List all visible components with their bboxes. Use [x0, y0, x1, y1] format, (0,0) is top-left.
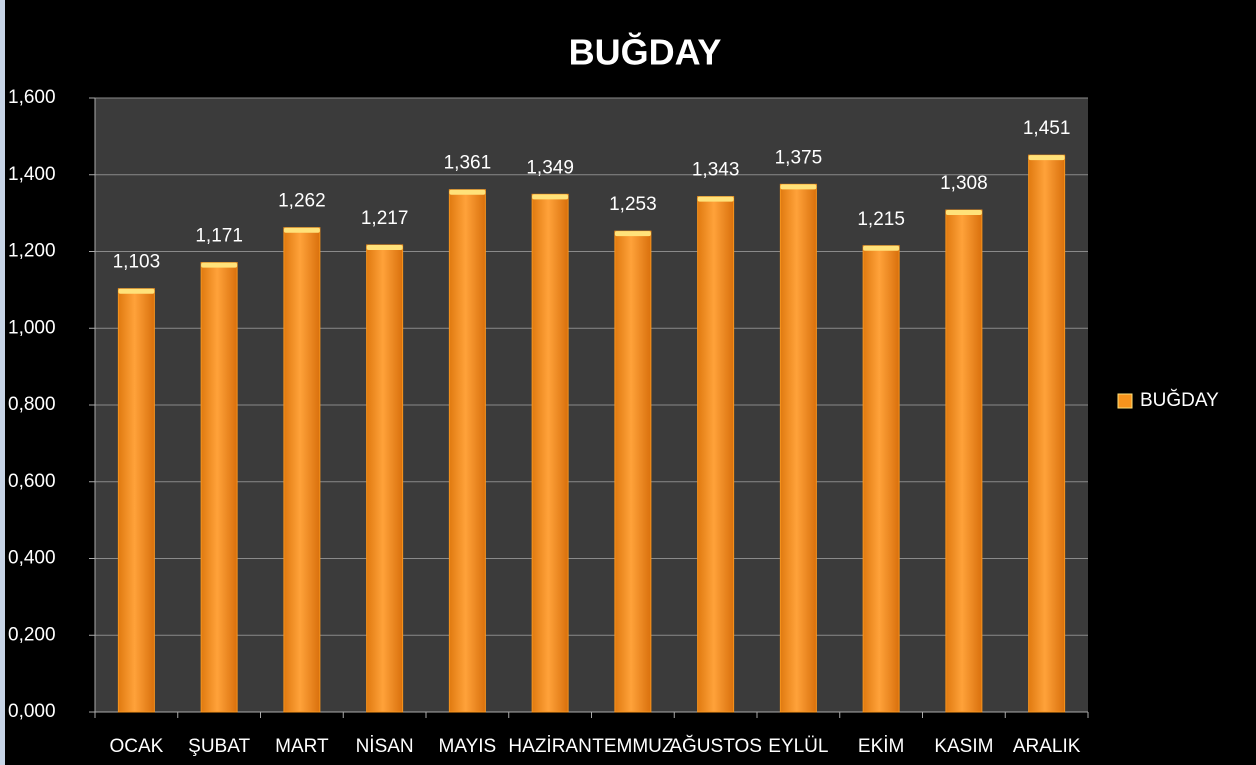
x-tick-label: KASIM: [934, 736, 993, 757]
data-label: 1,308: [940, 173, 988, 194]
x-tick-label: OCAK: [109, 736, 163, 757]
bar-cap: [532, 194, 569, 200]
x-tick-label: HAZİRAN: [508, 736, 591, 757]
bar-cap: [780, 184, 817, 190]
x-tick-label: NİSAN: [356, 736, 414, 757]
data-label: 1,361: [444, 153, 492, 174]
x-tick-label: MART: [275, 736, 329, 757]
y-tick-label: 0,200: [8, 624, 56, 645]
data-label: 1,103: [113, 252, 161, 273]
data-label: 1,349: [526, 157, 574, 178]
x-tick-label: TEMMUZ: [592, 736, 674, 757]
data-label: 1,262: [278, 191, 326, 212]
y-tick-label: 0,600: [8, 471, 56, 492]
frame-edge: [0, 0, 5, 765]
legend-label: BUĞDAY: [1140, 389, 1219, 411]
bar-cap: [449, 189, 486, 195]
bar: [200, 262, 238, 713]
chart-title: BUĞDAY: [569, 32, 722, 73]
y-tick-label: 1,400: [8, 164, 56, 185]
data-label: 1,375: [775, 147, 823, 168]
y-tick-label: 1,000: [8, 317, 56, 338]
data-label: 1,171: [195, 226, 243, 247]
bar: [779, 183, 817, 713]
bar-cap: [697, 196, 734, 202]
bar-cap: [366, 244, 403, 250]
bar: [366, 244, 404, 713]
bar: [117, 288, 155, 713]
bar-cap: [201, 262, 238, 268]
bar: [614, 230, 652, 713]
x-tick-label: AĞUSTOS: [669, 735, 762, 757]
x-tick-label: ARALIK: [1013, 736, 1081, 757]
x-tick-label: MAYIS: [439, 736, 497, 757]
y-tick-label: 0,400: [8, 548, 56, 569]
y-tick-label: 1,200: [8, 241, 56, 262]
data-label: 1,217: [361, 208, 409, 229]
bar-cap: [118, 288, 155, 294]
bar: [283, 227, 321, 713]
x-tick-label: ŞUBAT: [188, 736, 250, 757]
legend-swatch: [1117, 393, 1133, 409]
bar: [945, 209, 983, 713]
y-tick-label: 1,600: [8, 87, 56, 108]
data-label: 1,451: [1023, 118, 1071, 139]
bar: [531, 193, 569, 713]
bar-cap: [283, 227, 320, 233]
bar: [448, 189, 486, 713]
bar: [1028, 154, 1066, 713]
y-tick-label: 0,800: [8, 394, 56, 415]
bar: [862, 245, 900, 713]
data-label: 1,253: [609, 194, 657, 215]
bar-cap: [614, 231, 651, 237]
x-tick-label: EKİM: [858, 736, 904, 757]
bar-cap: [1028, 155, 1065, 161]
data-label: 1,343: [692, 160, 740, 181]
data-label: 1,215: [857, 209, 905, 230]
bar: [697, 196, 735, 713]
x-tick-label: EYLÜL: [768, 736, 828, 757]
bar-cap: [945, 210, 982, 216]
bar-cap: [863, 245, 900, 251]
y-tick-label: 0,000: [8, 701, 56, 722]
